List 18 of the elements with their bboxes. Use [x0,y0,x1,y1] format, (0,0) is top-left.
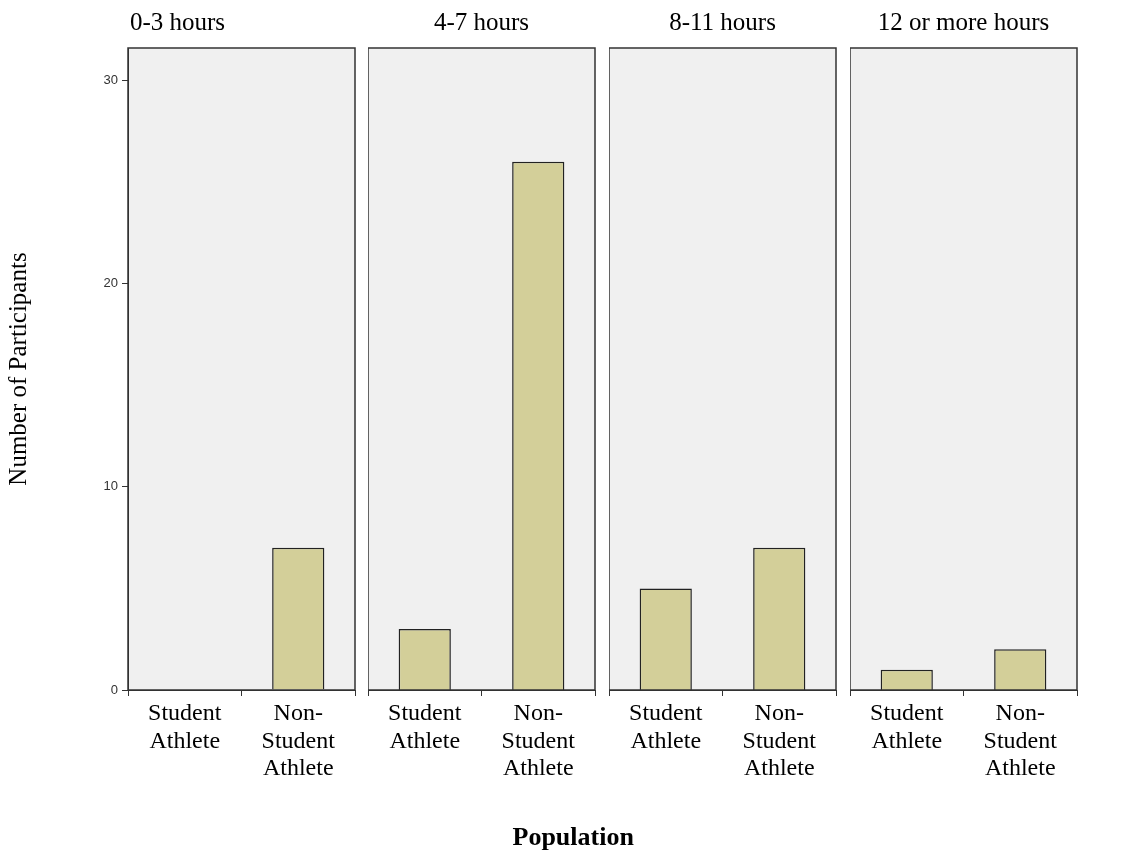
chart-title: 0-3 hours [129,7,226,35]
chart-title: 8-11 hours [669,7,776,35]
chart-title: 4-7 hours [433,7,530,35]
x-tick-label: Non-Student Athlete [261,699,336,781]
x-axis-title: Population [512,822,634,852]
x-tick-label: Non-Student Athlete [742,699,817,781]
y-tick-label: 0 [110,681,118,697]
x-tick-label: Non-Student Athlete [983,699,1058,781]
chart-title: 12 or more hours [877,7,1050,35]
y-tick-label: 20 [103,275,118,291]
x-tick-label: Student Athlete [870,699,944,753]
y-axis-title: Number of Participants [3,252,31,486]
y-tick-label: 30 [103,72,118,88]
x-tick-label: Non-Student Athlete [501,699,576,781]
x-tick-label: Student Athlete [629,699,703,753]
y-tick-label: 10 [103,478,118,494]
x-tick-label: Student Athlete [148,699,222,753]
x-tick-label: Student Athlete [388,699,462,753]
